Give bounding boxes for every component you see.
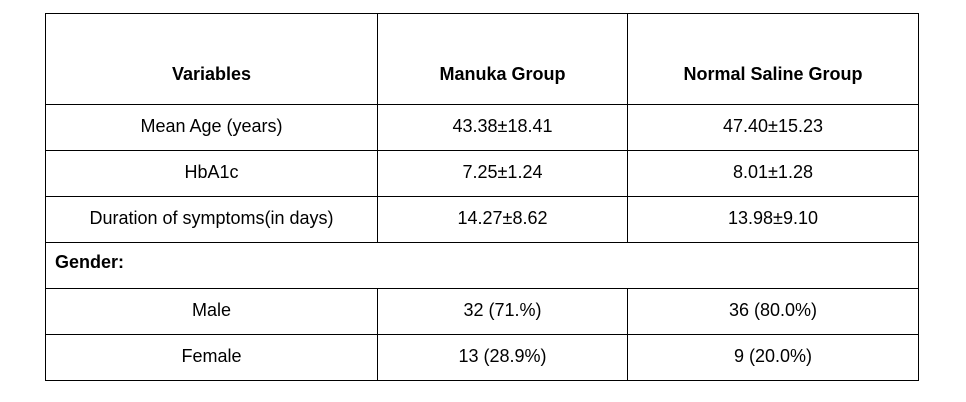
saline-value-cell: 8.01±1.28	[627, 150, 919, 197]
row-label-cell: Duration of symptoms(in days)	[45, 196, 378, 243]
header-cell-normal-saline-group: Normal Saline Group	[627, 13, 919, 105]
table-row: HbA1c 7.25±1.24 8.01±1.28	[45, 150, 919, 197]
table-row: Female 13 (28.9%) 9 (20.0%)	[45, 334, 919, 381]
manuka-value-cell: 32 (71.%)	[377, 288, 628, 335]
table-row: Male 32 (71.%) 36 (80.0%)	[45, 288, 919, 335]
table-row: Duration of symptoms(in days) 14.27±8.62…	[45, 196, 919, 243]
manuka-value-cell: 13 (28.9%)	[377, 334, 628, 381]
manuka-value-cell: 43.38±18.41	[377, 104, 628, 151]
saline-value-cell: 9 (20.0%)	[627, 334, 919, 381]
saline-value-cell: 36 (80.0%)	[627, 288, 919, 335]
header-cell-manuka-group: Manuka Group	[377, 13, 628, 105]
table-row: Mean Age (years) 43.38±18.41 47.40±15.23	[45, 104, 919, 151]
row-label-cell: Male	[45, 288, 378, 335]
row-label-cell: Mean Age (years)	[45, 104, 378, 151]
demographics-table: Variables Manuka Group Normal Saline Gro…	[45, 13, 919, 381]
saline-value-cell: 47.40±15.23	[627, 104, 919, 151]
header-cell-variables: Variables	[45, 13, 378, 105]
saline-value-cell: 13.98±9.10	[627, 196, 919, 243]
manuka-value-cell: 7.25±1.24	[377, 150, 628, 197]
table-header-row: Variables Manuka Group Normal Saline Gro…	[45, 13, 919, 105]
manuka-value-cell: 14.27±8.62	[377, 196, 628, 243]
section-row-gender: Gender:	[45, 242, 919, 289]
section-label-cell: Gender:	[45, 242, 919, 289]
row-label-cell: HbA1c	[45, 150, 378, 197]
row-label-cell: Female	[45, 334, 378, 381]
